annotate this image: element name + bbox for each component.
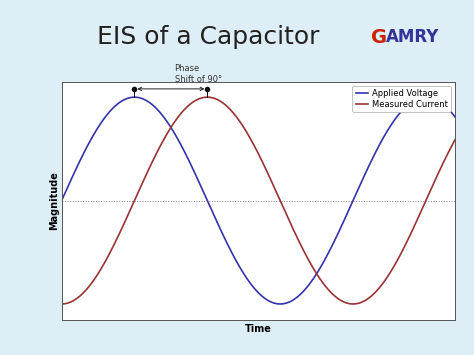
Applied Voltage [59,198,64,203]
X-axis label: Time: Time [245,324,272,334]
Applied Voltage [366,163,372,168]
Applied Voltage [132,95,137,99]
Applied Voltage [232,257,238,261]
Applied Voltage [452,115,458,119]
Measured Current [452,138,458,142]
Text: AMRY: AMRY [386,28,440,46]
Applied Voltage [330,242,336,247]
Applied Voltage [277,302,283,306]
Applied Voltage [374,149,379,153]
Measured Current [329,291,335,296]
Measured Current [59,302,64,306]
Measured Current [232,113,238,118]
Text: EIS of a Capacitor: EIS of a Capacitor [97,25,320,49]
Line: Applied Voltage: Applied Voltage [62,97,455,304]
Measured Current [218,99,224,104]
Y-axis label: Magnitude: Magnitude [49,171,59,230]
Measured Current [366,296,372,300]
Applied Voltage [99,120,105,124]
Text: Phase
Shift of 90°: Phase Shift of 90° [174,64,222,84]
Legend: Applied Voltage, Measured Current: Applied Voltage, Measured Current [353,86,451,112]
Applied Voltage [218,229,224,233]
Measured Current [373,290,379,294]
Measured Current [204,95,210,99]
Line: Measured Current: Measured Current [62,97,455,304]
Measured Current [99,266,105,270]
Text: G: G [371,28,387,47]
